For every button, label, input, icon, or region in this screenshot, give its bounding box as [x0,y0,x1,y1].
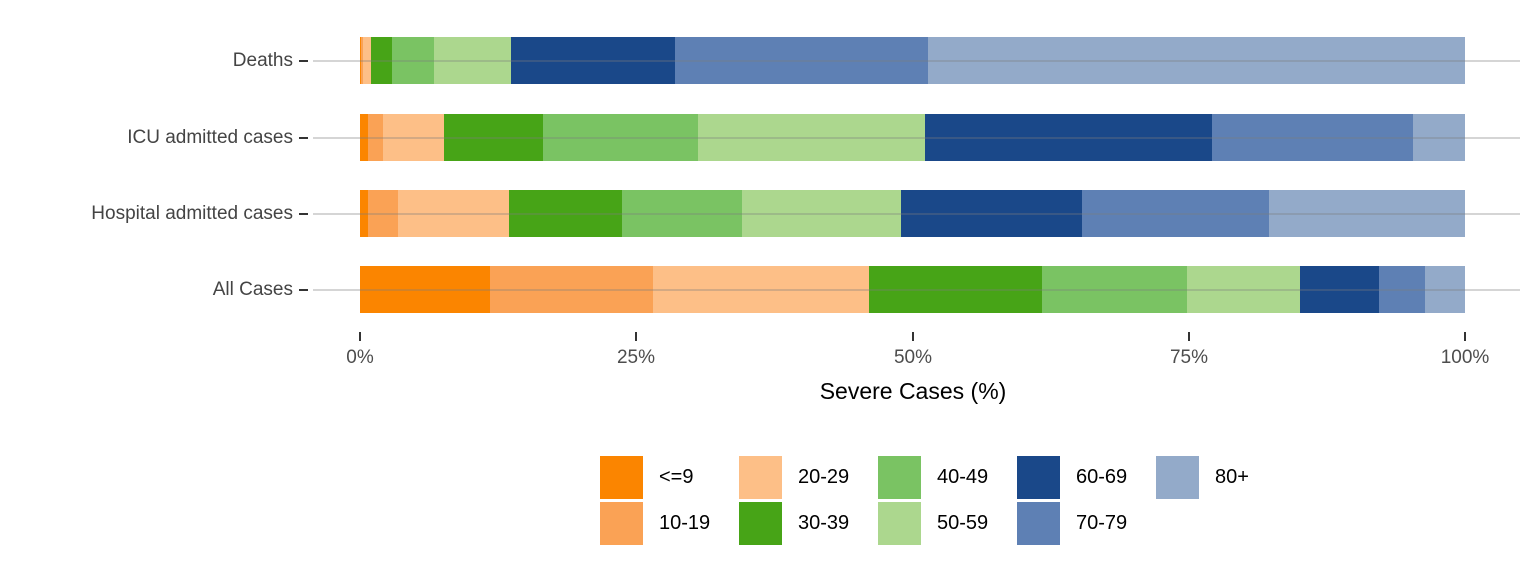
bar-segment-age-4049 [1041,266,1187,313]
bar-segment-age-7079 [1081,190,1270,237]
bar-segment-age-3039 [509,190,622,237]
bar-segment-age-9 [360,190,368,237]
x-axis-tick-mark [1188,332,1190,341]
legend-item-age-2029: 20-29 [739,456,878,499]
bar-segment-age-80+ [1413,114,1465,161]
bar-segment-age-80+ [1269,190,1465,237]
y-axis-category-label: Hospital admitted cases [91,203,293,224]
legend-color-swatch [878,502,921,545]
stacked-bar-hospital-admitted-cases [360,190,1465,237]
x-axis-tick-mark [912,332,914,341]
legend-item-age-80+: 80+ [1156,456,1295,499]
y-axis-category-label: All Cases [212,279,293,300]
x-axis-tick-mark [1464,332,1466,341]
bar-segment-age-6069 [924,114,1212,161]
legend-label: 80+ [1215,466,1249,488]
x-axis-tick-label: 50% [893,347,933,368]
legend-item-age-9: <=9 [600,456,739,499]
x-axis-tick-mark [635,332,637,341]
y-axis-tick-mark [299,60,308,62]
legend-item-age-1019: 10-19 [600,502,739,545]
panel-gridline [313,289,1520,291]
x-axis-tick-label: 100% [1440,347,1490,368]
legend-item-age-3039: 30-39 [739,502,878,545]
bar-segment-age-2029 [383,114,444,161]
bar-segment-age-9 [360,266,491,313]
legend-item-age-5059: 50-59 [878,502,1017,545]
bar-segment-age-1019 [361,37,364,84]
bar-segment-age-1019 [367,190,398,237]
x-axis-tick-label: 25% [616,347,656,368]
bar-segment-age-5059 [434,37,512,84]
legend-color-swatch [1156,456,1199,499]
bar-segment-age-6069 [511,37,675,84]
bar-segment-age-7079 [1211,114,1414,161]
bar-segment-age-4049 [392,37,435,84]
legend-label: 50-59 [937,512,989,534]
panel-gridline [313,137,1520,139]
x-axis-tick-mark [359,332,361,341]
legend-color-swatch [1017,456,1060,499]
bar-segment-age-4049 [543,114,699,161]
stacked-bar-deaths [360,37,1465,84]
y-axis-tick-mark [299,213,308,215]
bar-segment-age-1019 [367,114,384,161]
bar-segment-age-7079 [674,37,928,84]
legend-label: 20-29 [798,466,850,488]
bar-segment-age-9 [360,114,368,161]
y-axis-tick-mark [299,137,308,139]
bar-segment-age-5059 [698,114,925,161]
bar-segment-age-7079 [1378,266,1426,313]
stacked-bar-all-cases [360,266,1465,313]
bar-segment-age-2029 [397,190,510,237]
bar-segment-age-80+ [1425,266,1465,313]
legend-item-age-6069: 60-69 [1017,456,1156,499]
legend-label: <=9 [659,466,694,488]
bar-segment-age-2029 [652,266,870,313]
y-axis-tick-mark [299,289,308,291]
bar-segment-age-4049 [621,190,743,237]
bar-segment-age-1019 [490,266,653,313]
bar-segment-age-6069 [1300,266,1379,313]
y-axis-category-label: Deaths [232,50,293,71]
x-axis-tick-label: 0% [346,347,374,368]
bar-segment-age-80+ [927,37,1465,84]
legend-item-age-7079: 70-79 [1017,502,1156,545]
legend-label: 60-69 [1076,466,1128,488]
legend-color-swatch [600,456,643,499]
legend-label: 70-79 [1076,512,1128,534]
stacked-bar-icu-admitted-cases [360,114,1465,161]
legend-label: 40-49 [937,466,989,488]
bar-segment-age-3039 [371,37,393,84]
bar-segment-age-5059 [1186,266,1301,313]
panel-gridline [313,60,1520,62]
legend-color-swatch [739,456,782,499]
legend-color-swatch [739,502,782,545]
legend-color-swatch [1017,502,1060,545]
bar-segment-age-5059 [742,190,902,237]
legend-color-swatch [878,456,921,499]
legend-label: 30-39 [798,512,850,534]
x-axis-title: Severe Cases (%) [819,378,1007,404]
bar-segment-age-3039 [443,114,544,161]
bar-segment-age-3039 [869,266,1042,313]
bar-segment-age-9 [360,37,362,84]
legend-color-swatch [600,502,643,545]
legend-label: 10-19 [659,512,711,534]
y-axis-category-label: ICU admitted cases [127,127,293,148]
legend-item-age-4049: 40-49 [878,456,1017,499]
bar-segment-age-6069 [901,190,1082,237]
x-axis-tick-label: 75% [1169,347,1209,368]
bar-segment-age-2029 [363,37,372,84]
panel-gridline [313,213,1520,215]
